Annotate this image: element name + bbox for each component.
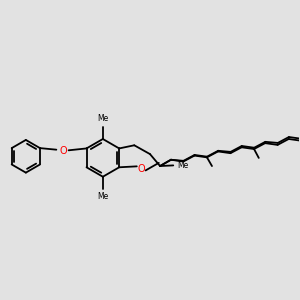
Text: Me: Me: [97, 192, 109, 201]
Text: O: O: [59, 146, 67, 156]
Text: O: O: [137, 164, 145, 173]
Text: Me: Me: [97, 114, 109, 123]
Text: Me: Me: [177, 161, 189, 170]
